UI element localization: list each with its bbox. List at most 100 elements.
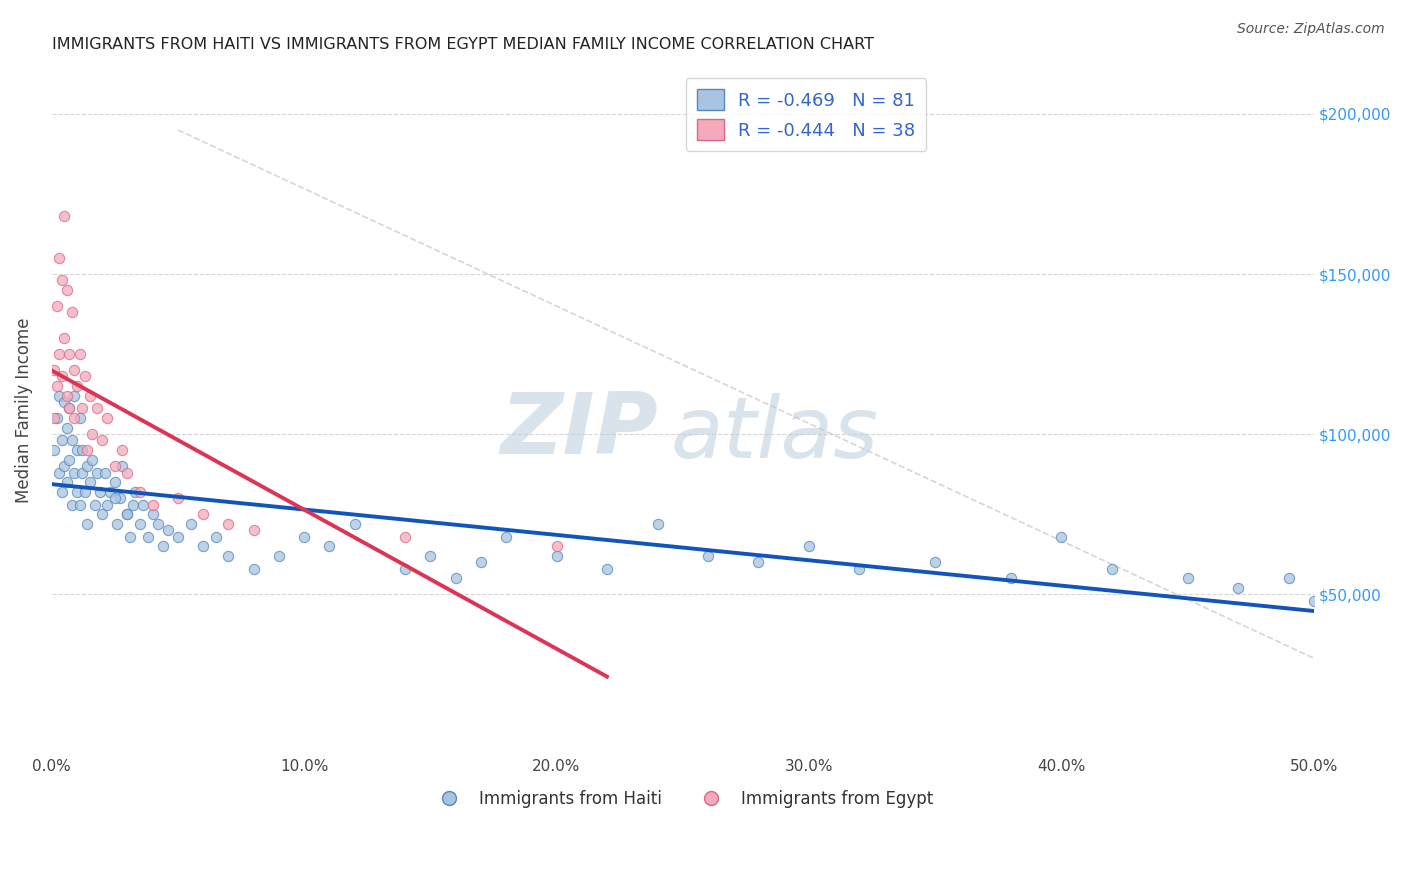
Point: [96, 498, 118, 512]
Point: [108, 491, 131, 505]
Point: [66, 443, 89, 458]
Point: [697, 549, 720, 563]
Point: [848, 561, 870, 575]
Point: [1177, 571, 1199, 585]
Point: [394, 561, 416, 575]
Point: [66, 379, 89, 393]
Point: [121, 498, 143, 512]
Point: [56, 389, 79, 403]
Point: [647, 516, 669, 531]
Point: [217, 516, 239, 531]
Point: [56, 283, 79, 297]
Point: [45, 411, 67, 425]
Point: [193, 539, 215, 553]
Point: [1101, 561, 1123, 575]
Point: [217, 549, 239, 563]
Point: [1050, 529, 1073, 543]
Point: [419, 549, 441, 563]
Point: [69, 498, 91, 512]
Point: [51, 369, 73, 384]
Point: [111, 443, 134, 458]
Point: [60, 498, 83, 512]
Point: [117, 466, 139, 480]
Point: [58, 452, 80, 467]
Point: [152, 539, 174, 553]
Point: [60, 434, 83, 448]
Point: [104, 459, 127, 474]
Point: [48, 251, 70, 265]
Point: [94, 466, 117, 480]
Point: [63, 466, 86, 480]
Text: IMMIGRANTS FROM HAITI VS IMMIGRANTS FROM EGYPT MEDIAN FAMILY INCOME CORRELATION : IMMIGRANTS FROM HAITI VS IMMIGRANTS FROM…: [52, 37, 873, 53]
Point: [96, 411, 118, 425]
Point: [131, 498, 153, 512]
Point: [53, 459, 76, 474]
Point: [242, 523, 264, 537]
Point: [104, 491, 127, 505]
Point: [129, 484, 152, 499]
Text: atlas: atlas: [671, 392, 879, 475]
Point: [124, 484, 146, 499]
Point: [1302, 593, 1324, 607]
Point: [444, 571, 467, 585]
Point: [63, 411, 86, 425]
Point: [53, 395, 76, 409]
Point: [70, 401, 93, 416]
Point: [180, 516, 202, 531]
Point: [63, 363, 86, 377]
Text: Source: ZipAtlas.com: Source: ZipAtlas.com: [1237, 22, 1385, 37]
Point: [70, 443, 93, 458]
Point: [73, 484, 96, 499]
Point: [117, 507, 139, 521]
Point: [56, 475, 79, 489]
Point: [89, 484, 111, 499]
Point: [111, 459, 134, 474]
Point: [91, 434, 114, 448]
Point: [48, 466, 70, 480]
Point: [48, 389, 70, 403]
Point: [470, 555, 492, 569]
Point: [56, 420, 79, 434]
Point: [45, 379, 67, 393]
Point: [58, 401, 80, 416]
Point: [86, 466, 108, 480]
Point: [146, 516, 169, 531]
Point: [117, 507, 139, 521]
Point: [69, 347, 91, 361]
Point: [44, 443, 66, 458]
Point: [51, 273, 73, 287]
Point: [167, 529, 190, 543]
Point: [83, 498, 105, 512]
Point: [63, 389, 86, 403]
Point: [797, 539, 820, 553]
Point: [76, 443, 98, 458]
Point: [1000, 571, 1022, 585]
Point: [118, 529, 141, 543]
Point: [292, 529, 315, 543]
Point: [142, 507, 165, 521]
Point: [44, 363, 66, 377]
Point: [267, 549, 290, 563]
Point: [136, 529, 159, 543]
Point: [394, 529, 416, 543]
Point: [60, 305, 83, 319]
Point: [53, 331, 76, 345]
Legend: Immigrants from Haiti, Immigrants from Egypt: Immigrants from Haiti, Immigrants from E…: [425, 783, 941, 814]
Point: [129, 516, 152, 531]
Point: [193, 507, 215, 521]
Point: [82, 452, 104, 467]
Point: [156, 523, 179, 537]
Point: [924, 555, 946, 569]
Point: [167, 491, 190, 505]
Point: [66, 484, 89, 499]
Point: [79, 389, 101, 403]
Point: [51, 434, 73, 448]
Point: [104, 475, 127, 489]
Point: [1277, 571, 1299, 585]
Point: [69, 411, 91, 425]
Point: [73, 369, 96, 384]
Point: [495, 529, 517, 543]
Point: [53, 210, 76, 224]
Point: [747, 555, 769, 569]
Point: [546, 549, 568, 563]
